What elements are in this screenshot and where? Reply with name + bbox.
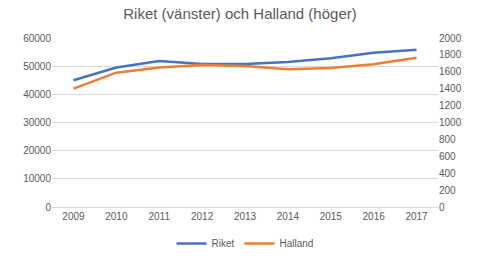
svg-text:1000: 1000 bbox=[439, 117, 462, 128]
svg-text:2012: 2012 bbox=[191, 211, 214, 222]
svg-text:600: 600 bbox=[439, 151, 456, 162]
svg-text:1800: 1800 bbox=[439, 49, 462, 60]
svg-text:2013: 2013 bbox=[234, 211, 257, 222]
svg-text:1400: 1400 bbox=[439, 83, 462, 94]
svg-text:1600: 1600 bbox=[439, 66, 462, 77]
svg-text:0: 0 bbox=[45, 202, 51, 213]
svg-text:0: 0 bbox=[439, 202, 445, 213]
svg-text:400: 400 bbox=[439, 168, 456, 179]
svg-text:1200: 1200 bbox=[439, 100, 462, 111]
svg-text:2009: 2009 bbox=[62, 211, 85, 222]
svg-text:200: 200 bbox=[439, 185, 456, 196]
svg-text:2014: 2014 bbox=[277, 211, 300, 222]
svg-text:2017: 2017 bbox=[405, 211, 428, 222]
svg-text:Riket (vänster) och Halland (h: Riket (vänster) och Halland (höger) bbox=[123, 5, 356, 22]
svg-text:2011: 2011 bbox=[148, 211, 170, 222]
svg-text:40000: 40000 bbox=[23, 89, 51, 100]
svg-text:50000: 50000 bbox=[23, 61, 51, 72]
svg-text:2010: 2010 bbox=[105, 211, 128, 222]
svg-text:30000: 30000 bbox=[23, 117, 51, 128]
svg-text:Halland: Halland bbox=[280, 238, 314, 249]
svg-text:10000: 10000 bbox=[23, 173, 51, 184]
svg-text:800: 800 bbox=[439, 134, 456, 145]
svg-text:2015: 2015 bbox=[320, 211, 343, 222]
svg-text:2016: 2016 bbox=[363, 211, 386, 222]
svg-text:2000: 2000 bbox=[439, 33, 462, 44]
svg-text:60000: 60000 bbox=[23, 33, 51, 44]
svg-text:Riket: Riket bbox=[212, 238, 235, 249]
svg-text:20000: 20000 bbox=[23, 145, 51, 156]
